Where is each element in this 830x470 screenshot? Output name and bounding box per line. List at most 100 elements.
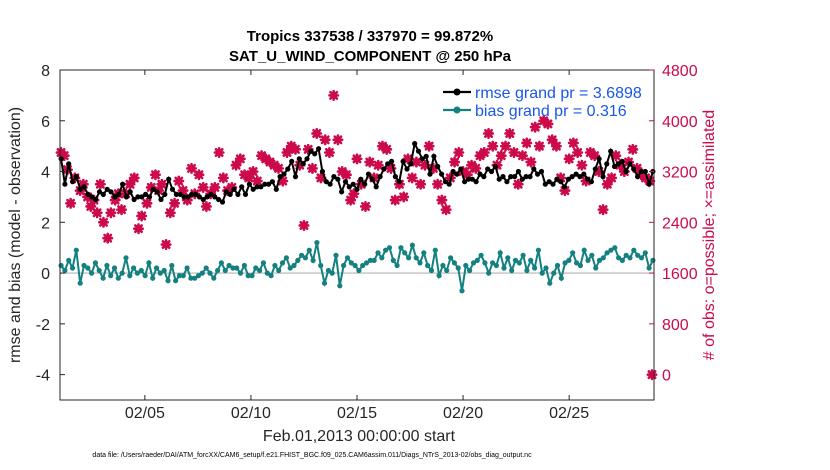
rmse-point xyxy=(446,181,452,187)
y-tick-label-right: 1600 xyxy=(662,266,698,283)
bias-point xyxy=(616,255,622,261)
rmse-point xyxy=(469,176,475,182)
rmse-point xyxy=(219,199,226,205)
bias-point xyxy=(85,265,91,271)
bias-point xyxy=(516,260,522,266)
x-tick-label: 02/10 xyxy=(231,405,271,422)
obs-marker xyxy=(281,147,293,158)
rmse-point xyxy=(573,171,579,177)
obs-marker xyxy=(273,162,285,174)
bias-point xyxy=(562,260,568,266)
obs-marker xyxy=(449,156,461,168)
rmse-point xyxy=(473,179,479,185)
bias-point xyxy=(161,267,167,274)
rmse-point xyxy=(262,181,268,187)
rmse-point xyxy=(546,179,552,185)
bias-point xyxy=(497,250,503,256)
rmse-point xyxy=(362,181,368,187)
bias-point xyxy=(604,250,610,256)
rmse-point xyxy=(231,186,237,192)
rmse-point xyxy=(431,153,437,159)
bias-point xyxy=(356,267,362,274)
bias-point xyxy=(173,278,179,284)
obs-marker xyxy=(136,210,148,222)
bias-point xyxy=(543,265,549,271)
bias-point xyxy=(379,255,385,261)
rmse-point xyxy=(527,174,533,180)
rmse-point xyxy=(116,191,122,197)
bias-point xyxy=(455,265,461,271)
obs-marker xyxy=(97,216,109,228)
bias-point xyxy=(383,247,389,253)
bias-point xyxy=(409,242,415,248)
bias-point xyxy=(264,270,270,276)
bias-point xyxy=(321,280,328,286)
rmse-point xyxy=(535,171,541,177)
bias-point xyxy=(444,267,450,274)
rmse-point xyxy=(166,176,172,182)
rmse-point xyxy=(615,161,621,167)
rmse-point xyxy=(66,161,72,167)
obs-marker xyxy=(116,204,128,216)
rmse-point xyxy=(381,166,387,172)
obs-marker xyxy=(230,159,242,171)
bias-point xyxy=(451,260,457,266)
bias-point xyxy=(234,265,240,271)
bias-point xyxy=(627,255,633,261)
bias-point xyxy=(577,262,584,269)
bias-point xyxy=(115,275,121,281)
rmse-point xyxy=(281,171,287,177)
obs-marker xyxy=(461,169,473,181)
rmse-point xyxy=(408,161,414,167)
obs-marker xyxy=(593,166,605,178)
bias-point xyxy=(394,262,400,269)
bias-point xyxy=(218,260,224,266)
rmse-point xyxy=(419,156,425,162)
obs-marker xyxy=(345,194,357,206)
rmse-point xyxy=(508,174,514,180)
obs-marker xyxy=(124,178,136,190)
bias-point xyxy=(371,257,377,263)
rmse-point xyxy=(373,184,379,190)
rmse-point xyxy=(250,186,256,192)
rmse-point xyxy=(350,181,356,187)
rmse-point xyxy=(158,196,164,203)
obs-marker xyxy=(542,118,554,130)
bias-point xyxy=(440,262,446,269)
obs-marker xyxy=(516,150,528,162)
bias-point xyxy=(417,260,423,266)
rmse-point xyxy=(169,186,176,192)
bias-point xyxy=(619,257,626,263)
bias-point xyxy=(268,273,274,279)
rmse-point xyxy=(389,158,395,164)
bias-point xyxy=(81,262,87,269)
obs-marker xyxy=(483,127,495,139)
bias-point xyxy=(337,283,343,289)
obs-marker xyxy=(217,172,229,184)
obs-marker xyxy=(521,137,533,149)
bias-point xyxy=(596,257,603,263)
bias-point xyxy=(260,260,266,266)
rmse-point xyxy=(162,191,168,197)
obs-marker xyxy=(247,166,259,178)
obs-marker xyxy=(487,140,499,152)
obs-marker xyxy=(427,162,439,174)
obs-marker xyxy=(323,147,335,158)
bias-point xyxy=(150,275,156,281)
obs-marker xyxy=(200,200,212,212)
bias-point xyxy=(524,267,530,274)
rmse-point xyxy=(258,184,264,190)
bias-point xyxy=(505,255,511,261)
rmse-point xyxy=(196,194,202,200)
obs-marker xyxy=(58,150,70,162)
rmse-point xyxy=(81,184,87,190)
obs-marker xyxy=(606,172,618,184)
rmse-point xyxy=(496,176,502,182)
rmse-point xyxy=(277,174,283,180)
obs-marker xyxy=(186,162,198,174)
bias-point xyxy=(623,252,629,258)
rmse-point xyxy=(358,176,364,182)
rmse-point xyxy=(331,174,337,180)
rmse-point xyxy=(93,196,99,203)
obs-marker xyxy=(315,172,327,184)
